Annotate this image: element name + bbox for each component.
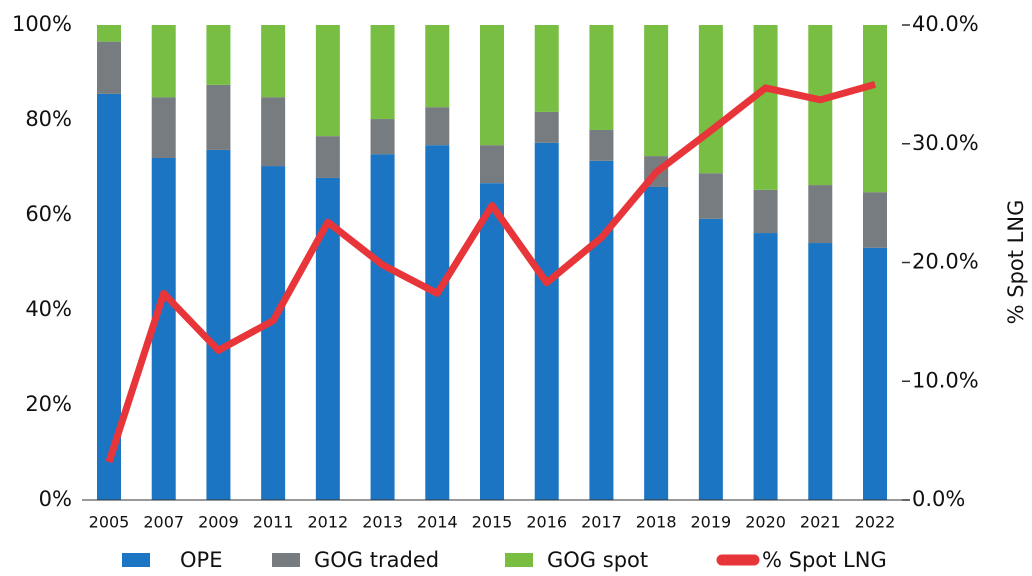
x-tick-label: 2014 xyxy=(417,513,458,532)
bar-segment xyxy=(753,25,778,190)
bar-segment xyxy=(315,25,340,137)
bar-segment xyxy=(808,25,833,186)
legend-swatch xyxy=(505,553,533,567)
x-tick-label: 2007 xyxy=(143,513,184,532)
bar-segment xyxy=(315,136,340,178)
bar-segment xyxy=(863,247,887,500)
y-tick-label: 40% xyxy=(25,297,72,321)
bar-segment xyxy=(753,189,778,234)
y2-tick-label: 0.0% xyxy=(912,487,965,511)
y2-tick-label: 40.0% xyxy=(912,12,979,36)
bar-segment xyxy=(370,25,395,120)
bar-segment xyxy=(206,149,231,501)
y2-tick-label: 20.0% xyxy=(912,250,979,274)
x-tick-label: 2005 xyxy=(89,513,130,532)
bar-segment xyxy=(370,119,395,155)
x-tick-label: 2017 xyxy=(581,513,622,532)
y-tick-label: 20% xyxy=(25,392,72,416)
bar-segment xyxy=(589,25,614,130)
bar-segment xyxy=(863,192,887,248)
bar-segment xyxy=(534,142,559,501)
legend-swatch xyxy=(272,553,300,567)
x-tick-label: 2009 xyxy=(198,513,239,532)
line-series xyxy=(105,81,876,464)
bar-segment xyxy=(261,97,286,167)
bar-segment xyxy=(534,111,559,143)
bar-segment xyxy=(808,185,833,244)
x-tick-label: 2018 xyxy=(636,513,677,532)
bar-segment xyxy=(863,25,887,193)
bar-segment xyxy=(151,97,176,158)
bar-segment xyxy=(261,25,286,98)
bar-segment xyxy=(480,25,504,146)
bar-segment xyxy=(534,25,559,112)
legend-label: OPE xyxy=(180,548,222,572)
y2-axis-label: % Spot LNG xyxy=(1004,200,1028,325)
bar-segment xyxy=(808,243,833,500)
bar-segment xyxy=(589,129,614,161)
bar-segment xyxy=(151,25,176,98)
bar-segment xyxy=(97,41,121,94)
bar-segment xyxy=(425,25,450,108)
bar-segment xyxy=(644,25,669,157)
bar-segment xyxy=(480,145,504,184)
bar-segment xyxy=(425,145,450,501)
legend-label: % Spot LNG xyxy=(762,548,887,572)
legend-label: GOG spot xyxy=(547,548,648,572)
y-tick-label: 80% xyxy=(25,107,72,131)
y2-tick-label: 10.0% xyxy=(912,368,979,392)
bar-segment xyxy=(370,154,395,500)
y-tick-label: 60% xyxy=(25,202,72,226)
bar-segment xyxy=(589,160,614,500)
bar-segment xyxy=(698,25,723,174)
bar-segment xyxy=(480,183,504,501)
legend-swatch xyxy=(122,553,150,567)
bar-segment xyxy=(753,233,778,501)
y-tick-label: 0% xyxy=(39,487,72,511)
x-tick-label: 2012 xyxy=(307,513,348,532)
x-tick-label: 2016 xyxy=(526,513,567,532)
y2-tick-label: 30.0% xyxy=(912,131,979,155)
x-tick-label: 2015 xyxy=(472,513,513,532)
bar-segment xyxy=(97,25,121,42)
y-tick-label: 100% xyxy=(12,12,72,36)
x-tick-label: 2011 xyxy=(253,513,294,532)
x-tick-label: 2022 xyxy=(855,513,896,532)
bar-segment xyxy=(425,107,450,146)
x-tick-label: 2013 xyxy=(362,513,403,532)
bar-segment xyxy=(698,173,723,219)
legend-label: GOG traded xyxy=(314,548,439,572)
bar-segment xyxy=(261,166,286,500)
x-tick-label: 2021 xyxy=(800,513,841,532)
bar-segment xyxy=(206,84,231,150)
bar-segment xyxy=(698,218,723,501)
x-tick-label: 2019 xyxy=(690,513,731,532)
bar-segment xyxy=(644,186,669,500)
bar-segment xyxy=(206,25,231,85)
x-tick-label: 2020 xyxy=(745,513,786,532)
